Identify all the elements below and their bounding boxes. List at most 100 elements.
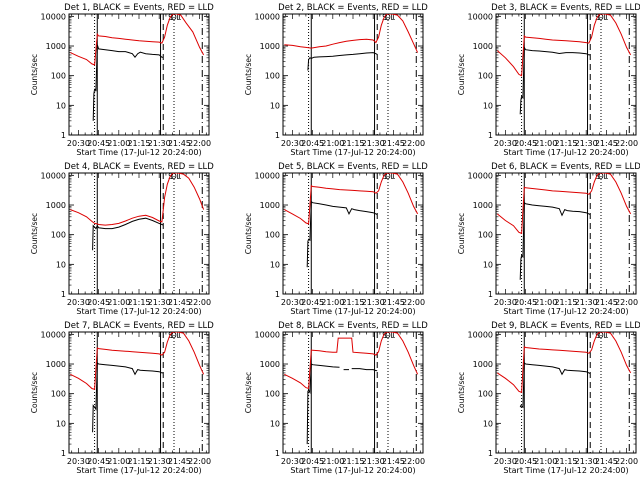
- y-tick-label: 100: [478, 390, 493, 399]
- x-tick-label: 21:15: [554, 298, 577, 307]
- x-tick-label: 21:30: [148, 139, 171, 148]
- y-tick-label: 1: [61, 131, 66, 140]
- y-tick-label: 100: [478, 72, 493, 81]
- x-tick-label: 21:30: [575, 298, 598, 307]
- x-tick-label: 20:45: [301, 139, 324, 148]
- x-tick-label: 21:15: [554, 457, 577, 466]
- panel-title: Det 3, BLACK = Events, RED = LLD: [491, 3, 640, 13]
- x-axis-label: Start Time (17-Jul-12 20:24:00): [503, 466, 628, 475]
- series-lld-line: [70, 332, 205, 390]
- series-lld-line: [284, 332, 419, 390]
- y-tick-label: 10: [56, 419, 66, 428]
- y-tick-label: 10: [56, 101, 66, 110]
- x-tick-label: 20:45: [301, 457, 324, 466]
- y-tick-label: 1: [61, 449, 66, 458]
- x-tick-label: 20:30: [67, 298, 90, 307]
- x-tick-label: 20:45: [87, 298, 110, 307]
- y-tick-label: 1: [275, 131, 280, 140]
- axis-frame: [495, 331, 637, 454]
- x-tick-label: 22:00: [402, 457, 425, 466]
- y-axis-label: Counts/sec: [30, 54, 39, 95]
- y-tick-label: 1000: [46, 201, 66, 210]
- x-axis-label: Start Time (17-Jul-12 20:24:00): [290, 307, 415, 316]
- x-tick-label: 21:45: [595, 298, 618, 307]
- y-tick-label: 1000: [46, 42, 66, 51]
- x-tick-label: 21:00: [321, 298, 344, 307]
- y-tick-label: 1000: [473, 42, 493, 51]
- axis-frame: [68, 172, 210, 295]
- x-tick-label: 21:45: [382, 457, 405, 466]
- marker-label: L: [390, 331, 395, 340]
- x-tick-label: 21:15: [341, 298, 364, 307]
- panel-title: Det 1, BLACK = Events, RED = LLD: [64, 3, 214, 13]
- x-tick-label: 20:45: [514, 139, 537, 148]
- y-tick-label: 10: [483, 101, 493, 110]
- x-tick-label: 20:30: [494, 457, 517, 466]
- y-tick-label: 1000: [260, 201, 280, 210]
- x-tick-label: 21:15: [554, 139, 577, 148]
- panel-det-6: Det 6, BLACK = Events, RED = LLD 1 10 100 10…: [457, 162, 640, 316]
- panel-det-4: Det 4, BLACK = Events, RED = LLD 1 10 100 10…: [30, 162, 214, 316]
- series-lld-line: [497, 332, 632, 394]
- x-tick-label: 20:45: [514, 298, 537, 307]
- series-group: [70, 14, 205, 121]
- series-events-line: [92, 217, 164, 251]
- marker-label: D: [171, 13, 177, 22]
- y-tick-label: 10000: [468, 171, 493, 180]
- x-tick-label: 20:45: [301, 298, 324, 307]
- x-tick-label: 21:30: [148, 298, 171, 307]
- y-axis-label: Counts/sec: [244, 213, 253, 254]
- y-tick-label: 10: [483, 419, 493, 428]
- y-tick-label: 10000: [468, 12, 493, 21]
- y-tick-label: 10000: [41, 12, 66, 21]
- y-tick-label: 1000: [46, 360, 66, 369]
- axis-frame: [282, 172, 424, 295]
- marker-label: D: [171, 172, 177, 181]
- series-events-line: [519, 201, 591, 280]
- y-tick-label: 100: [265, 231, 280, 240]
- y-tick-label: 10: [270, 101, 280, 110]
- panel-det-8: Det 8, BLACK = Events, RED = LLD 1 10 100 10…: [244, 321, 428, 475]
- marker-label: L: [603, 172, 608, 181]
- x-tick-label: 21:45: [595, 457, 618, 466]
- panel-det-1: Det 1, BLACK = Events, RED = LLD 1 10 100 10…: [30, 3, 214, 157]
- x-tick-label: 22:00: [615, 457, 638, 466]
- x-tick-label: 21:00: [107, 298, 130, 307]
- x-tick-label: 21:00: [321, 139, 344, 148]
- y-tick-label: 1: [488, 290, 493, 299]
- marker-label: D: [598, 172, 604, 181]
- series-group: [284, 14, 419, 71]
- y-tick-label: 1: [275, 449, 280, 458]
- y-tick-label: 10: [56, 260, 66, 269]
- x-tick-label: 20:30: [281, 139, 304, 148]
- panel-det-3: Det 3, BLACK = Events, RED = LLD 1 10 100 10…: [457, 3, 640, 157]
- x-axis-label: Start Time (17-Jul-12 20:24:00): [503, 307, 628, 316]
- y-tick-label: 10: [483, 260, 493, 269]
- x-axis-label: Start Time (17-Jul-12 20:24:00): [290, 466, 415, 475]
- x-tick-label: 21:00: [534, 298, 557, 307]
- series-events-line: [519, 45, 591, 115]
- series-events-line: [519, 361, 591, 409]
- x-tick-label: 21:30: [148, 457, 171, 466]
- x-tick-label: 21:45: [168, 457, 191, 466]
- y-axis-label: Counts/sec: [457, 372, 466, 413]
- marker-label: S: [595, 172, 600, 181]
- series-group: [70, 173, 205, 251]
- series-lld-line: [284, 14, 419, 53]
- y-tick-label: 1: [488, 449, 493, 458]
- series-events-line: [306, 200, 378, 268]
- x-tick-label: 21:30: [575, 457, 598, 466]
- y-axis-label: Counts/sec: [244, 372, 253, 413]
- marker-label: D: [385, 172, 391, 181]
- x-tick-label: 20:45: [514, 457, 537, 466]
- x-tick-label: 20:45: [87, 139, 110, 148]
- x-tick-label: 22:00: [615, 298, 638, 307]
- x-tick-label: 21:00: [534, 457, 557, 466]
- y-axis-label: Counts/sec: [244, 54, 253, 95]
- x-tick-label: 21:15: [341, 457, 364, 466]
- y-tick-label: 1: [61, 290, 66, 299]
- x-tick-label: 21:00: [107, 457, 130, 466]
- y-tick-label: 10: [270, 419, 280, 428]
- series-group: [284, 332, 419, 445]
